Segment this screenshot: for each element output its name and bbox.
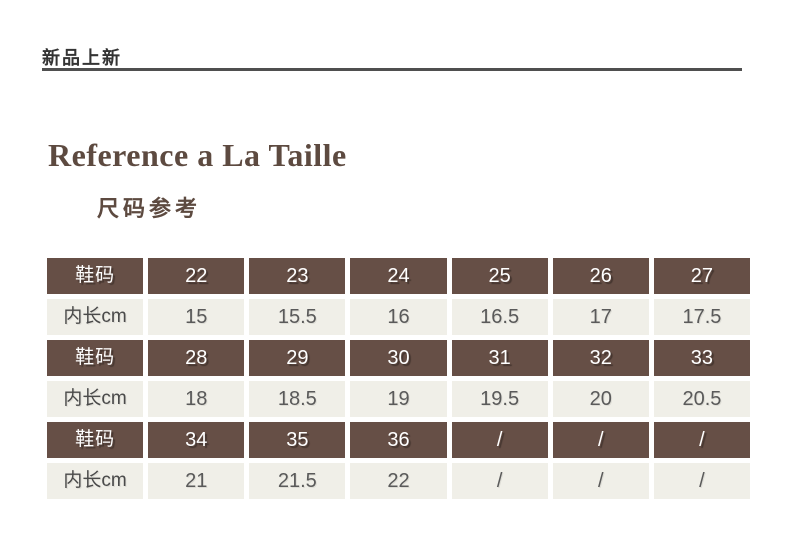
size-row-label: 鞋码 xyxy=(47,340,144,376)
size-cell: 30 xyxy=(350,340,447,376)
size-cell: 36 xyxy=(350,422,447,458)
length-cell: / xyxy=(552,463,649,499)
size-table: 鞋码 22 23 24 25 26 27 内长cm 15 15.5 16 16.… xyxy=(47,258,750,504)
length-cell: 22 xyxy=(350,463,447,499)
size-cell: 27 xyxy=(653,258,750,294)
length-cell: 16 xyxy=(350,299,447,335)
length-cell: 18.5 xyxy=(249,381,346,417)
length-cell: / xyxy=(653,463,750,499)
size-cell: / xyxy=(451,422,548,458)
new-arrivals-label: 新品上新 xyxy=(42,48,122,69)
size-cell: / xyxy=(653,422,750,458)
length-cell: / xyxy=(451,463,548,499)
length-cell: 21 xyxy=(148,463,245,499)
length-cell: 20 xyxy=(552,381,649,417)
size-cell: 26 xyxy=(552,258,649,294)
page-title: Reference a La Taille xyxy=(48,137,347,173)
length-cell: 17.5 xyxy=(653,299,750,335)
length-row: 内长cm 15 15.5 16 16.5 17 17.5 xyxy=(47,299,750,335)
length-cell: 20.5 xyxy=(653,381,750,417)
length-row: 内长cm 21 21.5 22 / / / xyxy=(47,463,750,499)
size-cell: 35 xyxy=(249,422,346,458)
length-cell: 19 xyxy=(350,381,447,417)
size-cell: 23 xyxy=(249,258,346,294)
size-row: 鞋码 34 35 36 / / / xyxy=(47,422,750,458)
length-cell: 16.5 xyxy=(451,299,548,335)
size-row: 鞋码 28 29 30 31 32 33 xyxy=(47,340,750,376)
size-cell: 22 xyxy=(148,258,245,294)
length-cell: 15.5 xyxy=(249,299,346,335)
size-row-label: 鞋码 xyxy=(47,422,144,458)
size-cell: 28 xyxy=(148,340,245,376)
length-cell: 19.5 xyxy=(451,381,548,417)
size-row-label: 鞋码 xyxy=(47,258,144,294)
length-row-label: 内长cm xyxy=(47,463,144,499)
header-underline xyxy=(42,68,742,71)
length-cell: 15 xyxy=(148,299,245,335)
length-cell: 21.5 xyxy=(249,463,346,499)
size-cell: 33 xyxy=(653,340,750,376)
length-row: 内长cm 18 18.5 19 19.5 20 20.5 xyxy=(47,381,750,417)
size-cell: 31 xyxy=(451,340,548,376)
size-cell: 29 xyxy=(249,340,346,376)
size-cell: 34 xyxy=(148,422,245,458)
length-cell: 17 xyxy=(552,299,649,335)
size-cell: / xyxy=(552,422,649,458)
page-subtitle: 尺码参考 xyxy=(97,196,202,221)
size-cell: 25 xyxy=(451,258,548,294)
size-cell: 24 xyxy=(350,258,447,294)
length-row-label: 内长cm xyxy=(47,299,144,335)
length-row-label: 内长cm xyxy=(47,381,144,417)
length-cell: 18 xyxy=(148,381,245,417)
size-cell: 32 xyxy=(552,340,649,376)
size-row: 鞋码 22 23 24 25 26 27 xyxy=(47,258,750,294)
